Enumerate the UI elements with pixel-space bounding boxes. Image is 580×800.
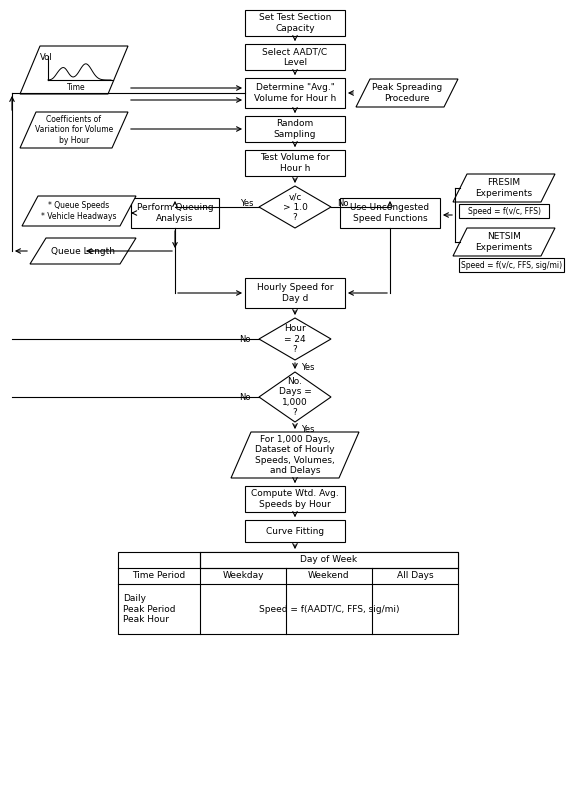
Text: Test Volume for
Hour h: Test Volume for Hour h [260, 154, 330, 173]
Bar [340, 198, 440, 228]
Bar [245, 10, 345, 36]
Text: No: No [239, 334, 251, 343]
Text: Peak Spreading
Procedure: Peak Spreading Procedure [372, 83, 442, 102]
Bar [459, 258, 564, 272]
Text: Determine "Avg."
Volume for Hour h: Determine "Avg." Volume for Hour h [254, 83, 336, 102]
Text: Time: Time [67, 83, 85, 93]
Bar [245, 278, 345, 308]
Bar [118, 552, 458, 634]
Text: Day of Week: Day of Week [300, 555, 357, 565]
Text: All Days: All Days [397, 571, 433, 581]
Text: Perform Queuing
Analysis: Perform Queuing Analysis [137, 203, 213, 222]
Polygon shape [231, 432, 359, 478]
Text: v/c
> 1.0
?: v/c > 1.0 ? [282, 192, 307, 222]
Text: NETSIM
Experiments: NETSIM Experiments [476, 232, 532, 252]
Text: Speed = f(v/c, FFS): Speed = f(v/c, FFS) [467, 206, 541, 215]
Text: Yes: Yes [240, 198, 254, 207]
Text: Weekend: Weekend [308, 571, 350, 581]
Text: No: No [337, 198, 349, 207]
Text: Hour
= 24
?: Hour = 24 ? [284, 324, 306, 354]
Text: Speed = f(v/c, FFS, sig/mi): Speed = f(v/c, FFS, sig/mi) [461, 261, 562, 270]
Bar [245, 78, 345, 108]
Text: Weekday: Weekday [222, 571, 264, 581]
Text: Set Test Section
Capacity: Set Test Section Capacity [259, 14, 331, 33]
Text: Time Period: Time Period [132, 571, 186, 581]
Text: * Queue Speeds
* Vehicle Headways: * Queue Speeds * Vehicle Headways [41, 202, 117, 221]
Text: Hourly Speed for
Day d: Hourly Speed for Day d [257, 283, 334, 302]
Polygon shape [259, 186, 331, 228]
Polygon shape [22, 196, 136, 226]
Bar [245, 44, 345, 70]
Polygon shape [453, 228, 555, 256]
Text: Yes: Yes [301, 363, 314, 372]
Polygon shape [356, 79, 458, 107]
Text: Daily
Peak Period
Peak Hour: Daily Peak Period Peak Hour [123, 594, 176, 624]
Bar [245, 486, 345, 512]
Text: Yes: Yes [301, 425, 314, 434]
Text: Coefficients of
Variation for Volume
by Hour: Coefficients of Variation for Volume by … [35, 115, 113, 145]
Text: No: No [239, 393, 251, 402]
Text: Vol: Vol [40, 54, 53, 62]
Text: Use Uncongested
Speed Functions: Use Uncongested Speed Functions [350, 203, 430, 222]
Text: For 1,000 Days,
Dataset of Hourly
Speeds, Volumes,
and Delays: For 1,000 Days, Dataset of Hourly Speeds… [255, 435, 335, 475]
Text: Curve Fitting: Curve Fitting [266, 526, 324, 535]
Text: Random
Sampling: Random Sampling [274, 119, 316, 138]
Polygon shape [259, 372, 331, 422]
Polygon shape [30, 238, 136, 264]
Text: Speed = f(AADT/C, FFS, sig/mi): Speed = f(AADT/C, FFS, sig/mi) [259, 605, 399, 614]
Text: Queue Length: Queue Length [51, 246, 115, 255]
Bar [245, 150, 345, 176]
Bar [131, 198, 219, 228]
Bar [245, 520, 345, 542]
Text: No.
Days =
1,000
?: No. Days = 1,000 ? [278, 377, 311, 417]
Polygon shape [20, 112, 128, 148]
Bar [200, 552, 458, 568]
Polygon shape [453, 174, 555, 202]
Polygon shape [20, 46, 128, 94]
Bar [245, 116, 345, 142]
Text: FRESIM
Experiments: FRESIM Experiments [476, 178, 532, 198]
Text: Compute Wtd. Avg.
Speeds by Hour: Compute Wtd. Avg. Speeds by Hour [251, 490, 339, 509]
Text: Select AADT/C
Level: Select AADT/C Level [262, 47, 328, 66]
Bar [459, 204, 549, 218]
Polygon shape [259, 318, 331, 360]
